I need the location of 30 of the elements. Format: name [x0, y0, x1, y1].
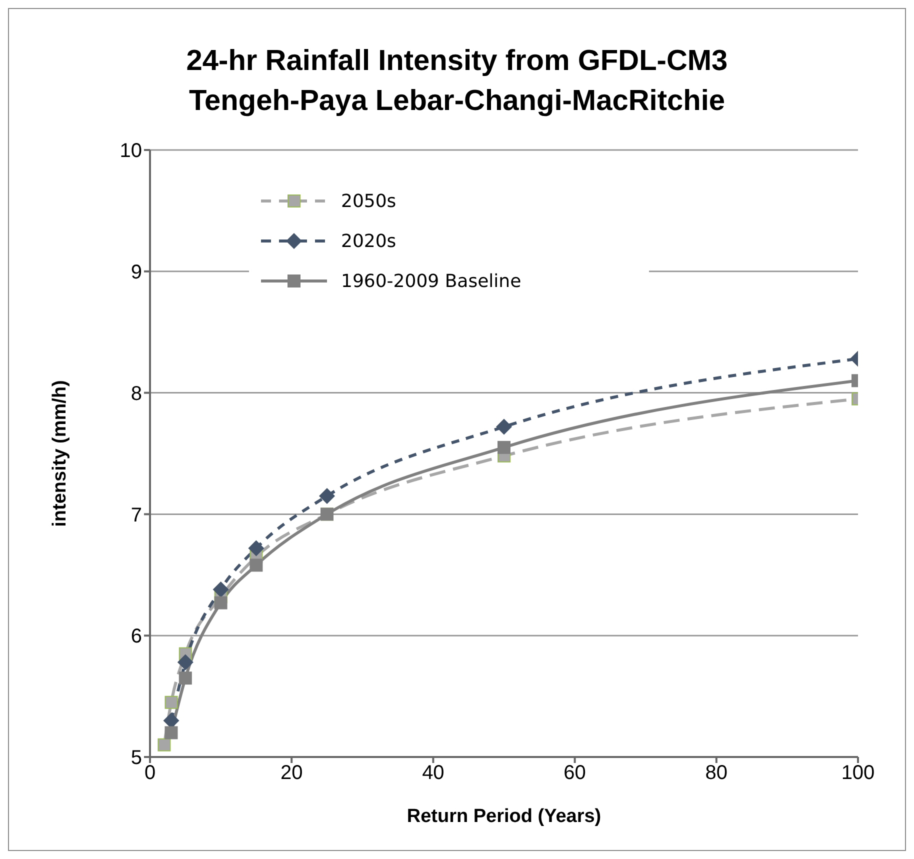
y-axis-title: intensity (mm/h): [50, 380, 71, 527]
y-tick-label: 8: [130, 382, 142, 405]
x-tick-label: 100: [841, 762, 875, 784]
y-tick-label: 6: [130, 626, 142, 648]
point: [496, 418, 512, 435]
point: [177, 654, 194, 670]
point: [319, 488, 335, 504]
x-tick-label: 40: [422, 762, 444, 784]
point: [214, 596, 228, 610]
x-tick-label: 60: [564, 762, 586, 784]
point: [178, 672, 192, 685]
point: [164, 696, 178, 709]
point: [212, 581, 229, 598]
legend-label: 2020s: [341, 230, 396, 252]
y-tick-label: 7: [130, 504, 142, 526]
x-tick-label: 20: [280, 762, 303, 784]
legend-label: 2050s: [341, 190, 396, 212]
point: [248, 540, 264, 556]
chart-title: 24-hr Rainfall Intensity from GFDL-CM3 Tengeh-Paya Lebar-Changi-MacRitchie: [185, 44, 729, 119]
x-tick-label: 80: [705, 762, 728, 784]
point: [250, 558, 263, 572]
y-tick-label: 5: [130, 747, 142, 770]
point: [164, 726, 178, 740]
x-tick-label: 0: [144, 762, 156, 784]
legend-label: 1960-2009 Baseline: [341, 270, 522, 292]
point: [498, 440, 510, 454]
y-tick-label: 9: [130, 262, 142, 284]
point: [158, 738, 171, 752]
x-axis-title: Return Period (Years): [406, 806, 602, 827]
y-tick-label: 10: [120, 140, 142, 162]
